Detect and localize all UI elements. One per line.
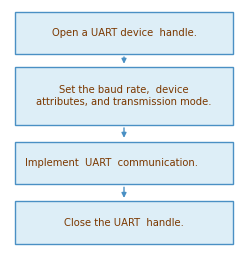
- Text: Open a UART device  handle.: Open a UART device handle.: [52, 28, 196, 38]
- FancyBboxPatch shape: [15, 67, 233, 125]
- Text: Implement  UART  communication.: Implement UART communication.: [25, 158, 198, 168]
- FancyBboxPatch shape: [15, 201, 233, 244]
- FancyBboxPatch shape: [15, 12, 233, 54]
- Text: Close the UART  handle.: Close the UART handle.: [64, 217, 184, 228]
- FancyBboxPatch shape: [15, 142, 233, 184]
- Text: Set the baud rate,  device
attributes, and transmission mode.: Set the baud rate, device attributes, an…: [36, 85, 212, 107]
